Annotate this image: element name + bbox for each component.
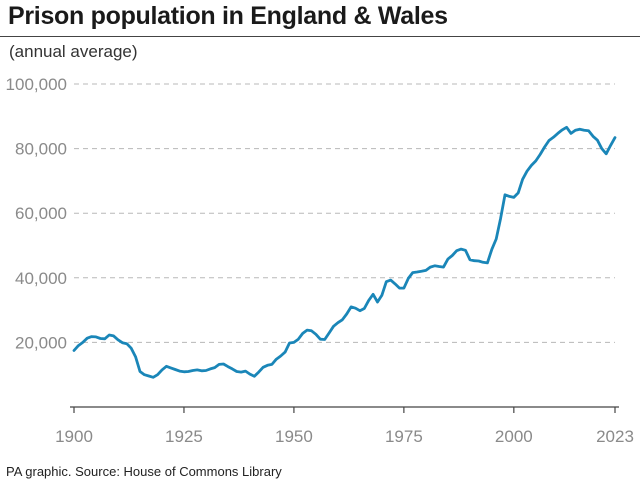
x-tick-label: 1950: [275, 427, 313, 446]
x-tick-label: 2000: [495, 427, 533, 446]
chart-subtitle: (annual average): [9, 42, 138, 61]
x-tick-label: 1900: [55, 427, 93, 446]
y-tick-label: 80,000: [15, 140, 67, 159]
x-tick-label: 2023: [596, 427, 634, 446]
series-group: [72, 125, 617, 379]
y-axis-ticks: 20,000 40,000 60,000 80,000 100,000: [6, 75, 67, 352]
y-tick-label: 40,000: [15, 269, 67, 288]
source-note: PA graphic. Source: House of Commons Lib…: [6, 464, 282, 479]
gridlines: [74, 83, 615, 343]
x-tick-label: 1975: [385, 427, 423, 446]
x-tick-label: 1925: [165, 427, 203, 446]
series-line: [72, 125, 617, 379]
x-axis-ticks: 1900 1925 1950 1975 2000 2023: [55, 407, 634, 446]
chart-title: Prison population in England & Wales: [8, 2, 448, 30]
y-tick-label: 20,000: [15, 333, 67, 352]
y-tick-label: 60,000: [15, 204, 67, 223]
y-tick-label: 100,000: [6, 75, 67, 94]
title-rule: [0, 36, 640, 37]
